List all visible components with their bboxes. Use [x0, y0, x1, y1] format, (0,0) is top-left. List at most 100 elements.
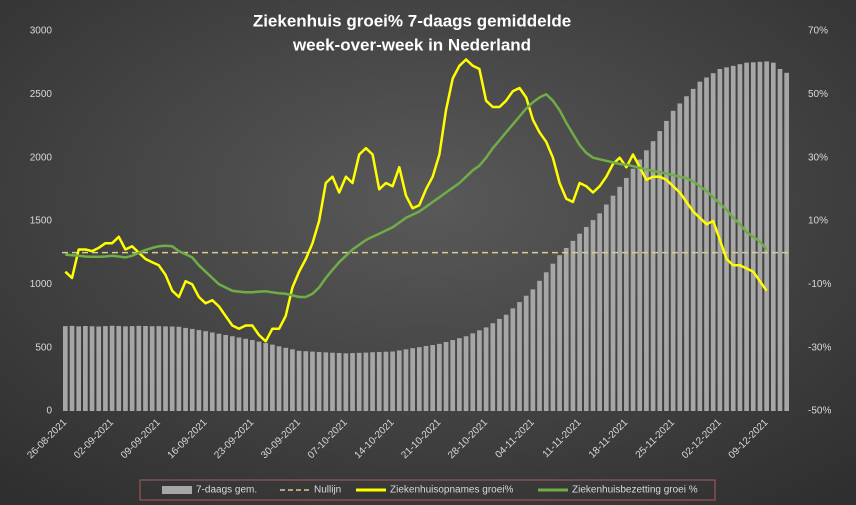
bar — [497, 318, 502, 411]
bar — [316, 351, 322, 411]
bar — [189, 328, 195, 411]
bar — [777, 69, 783, 411]
line — [65, 93, 768, 299]
bar — [583, 226, 589, 411]
bar — [550, 263, 556, 411]
bar — [664, 120, 669, 411]
bar — [577, 233, 582, 411]
bar — [223, 335, 228, 411]
legend-box — [139, 479, 716, 501]
bar — [764, 61, 769, 412]
bar — [356, 352, 362, 411]
bar — [370, 352, 375, 411]
chart-title: Ziekenhuis groei% 7-daags gemiddelde — [253, 11, 571, 30]
bar — [744, 62, 749, 412]
y2-tick-label: 30% — [808, 152, 828, 163]
y-tick-label: 1000 — [30, 279, 53, 290]
bar — [350, 353, 355, 411]
bar — [477, 330, 482, 411]
bar — [123, 326, 128, 411]
bar — [710, 73, 716, 412]
bar — [630, 168, 636, 411]
bar — [517, 302, 522, 411]
bar — [557, 255, 562, 411]
legend-swatch — [162, 486, 192, 494]
bar — [704, 77, 709, 411]
bar — [236, 337, 242, 411]
bar — [63, 326, 68, 411]
y-tick-label: 500 — [35, 342, 52, 353]
bar — [523, 295, 529, 411]
bar — [156, 326, 162, 411]
bar — [770, 62, 776, 412]
bar — [690, 88, 696, 412]
bar — [396, 350, 402, 411]
bar — [343, 353, 349, 411]
bar — [457, 338, 462, 411]
bar — [590, 220, 596, 411]
bar — [263, 343, 269, 411]
bar — [163, 326, 168, 411]
legend-label: Ziekenhuisbezetting groei % — [572, 485, 698, 496]
bar — [216, 333, 222, 411]
bar — [684, 96, 689, 411]
bar — [650, 141, 656, 411]
y-tick-label: 0 — [46, 406, 52, 417]
y2-tick-label: 70% — [808, 26, 828, 37]
bar — [730, 65, 736, 411]
bar — [416, 347, 422, 411]
legend-label: Ziekenhuisopnames groei% — [390, 485, 514, 496]
bar — [670, 110, 676, 412]
bar — [143, 326, 148, 411]
bar — [276, 346, 282, 411]
bar — [196, 330, 202, 411]
bar — [203, 331, 208, 411]
bar — [510, 308, 516, 411]
bar — [229, 336, 235, 411]
bar — [610, 195, 616, 411]
bar — [169, 326, 175, 411]
bar — [677, 103, 683, 411]
bar — [96, 326, 102, 411]
bar — [617, 186, 623, 411]
bar — [563, 247, 569, 411]
bar — [603, 204, 609, 411]
bar — [283, 347, 289, 411]
bar — [243, 338, 249, 411]
bar — [537, 280, 542, 411]
bar — [624, 177, 629, 411]
bar — [323, 352, 329, 411]
bar — [490, 323, 496, 411]
bar — [784, 72, 789, 412]
bar — [76, 326, 82, 411]
bar — [310, 351, 315, 411]
bar — [330, 352, 335, 411]
y2-tick-label: -50% — [808, 406, 831, 417]
bar — [530, 289, 536, 411]
bar — [69, 325, 75, 411]
bar — [463, 336, 469, 411]
bar — [437, 343, 442, 411]
bar — [270, 344, 275, 411]
line — [64, 58, 768, 343]
bar — [183, 327, 188, 411]
bar — [116, 326, 122, 411]
bar — [597, 213, 602, 411]
bar — [103, 326, 108, 411]
bar — [89, 326, 95, 411]
bar — [757, 61, 763, 411]
bar — [644, 150, 649, 411]
y-tick-label: 1500 — [30, 216, 53, 227]
y-tick-label: 2000 — [30, 152, 53, 163]
bar — [724, 67, 729, 411]
bar — [430, 345, 436, 411]
bar — [376, 351, 382, 411]
bar — [443, 341, 449, 411]
bar — [390, 351, 395, 411]
y2-tick-label: 10% — [808, 216, 828, 227]
bar — [303, 351, 309, 411]
bar — [543, 272, 549, 411]
chart-title: week-over-week in Nederland — [292, 35, 531, 54]
